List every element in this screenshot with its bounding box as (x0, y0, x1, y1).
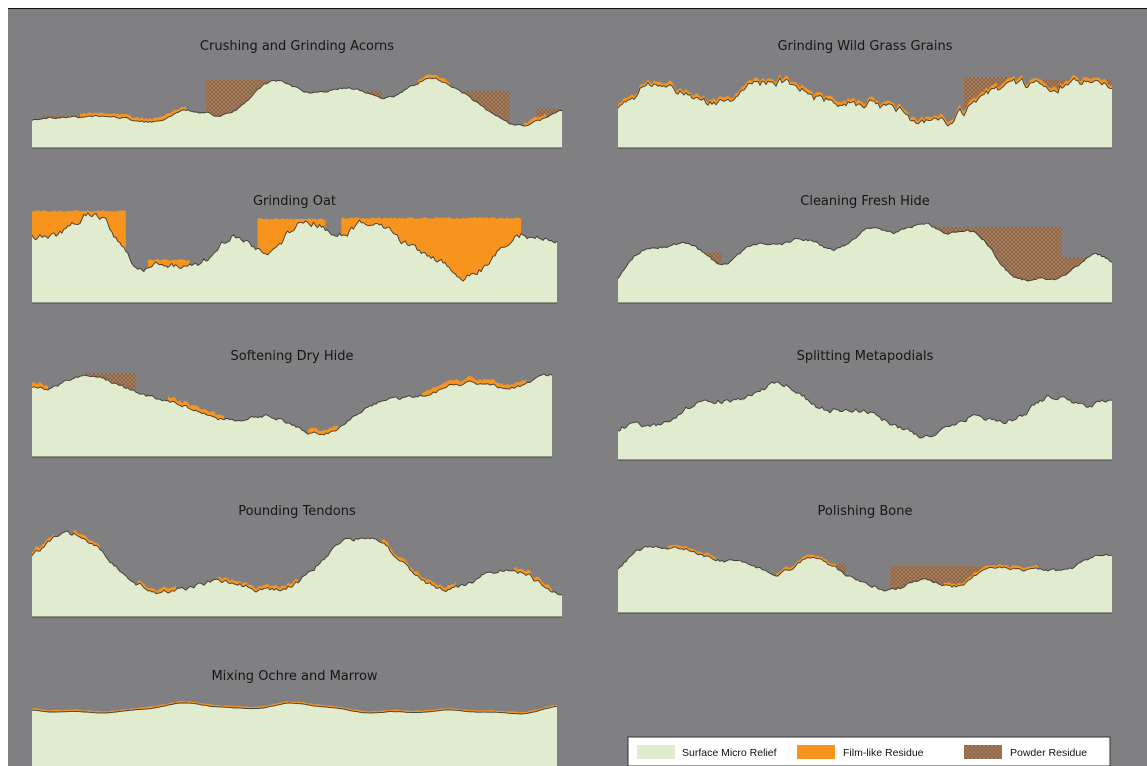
legend-label: Film-like Residue (843, 747, 924, 759)
legend-swatch (964, 745, 1002, 759)
legend-label: Powder Residue (1010, 747, 1087, 759)
legend-swatch (637, 745, 675, 759)
panel-title: Cleaning Fresh Hide (800, 194, 930, 209)
panel-title: Grinding Wild Grass Grains (777, 39, 952, 54)
legend: Surface Micro Relief Film-like Residue P… (628, 737, 1110, 766)
panel-title: Splitting Metapodials (797, 349, 934, 364)
legend-swatch (797, 745, 835, 759)
panel-title: Pounding Tendons (238, 504, 356, 519)
panel-title: Mixing Ochre and Marrow (211, 669, 377, 684)
panel-title: Crushing and Grinding Acorns (200, 39, 394, 54)
diagram: Crushing and Grinding Acorns Grinding Wil… (0, 0, 1147, 766)
panel-title: Softening Dry Hide (231, 349, 354, 364)
panel-title: Grinding Oat (253, 194, 336, 209)
legend-label: Surface Micro Relief (682, 747, 777, 759)
panel-title: Polishing Bone (818, 504, 913, 519)
